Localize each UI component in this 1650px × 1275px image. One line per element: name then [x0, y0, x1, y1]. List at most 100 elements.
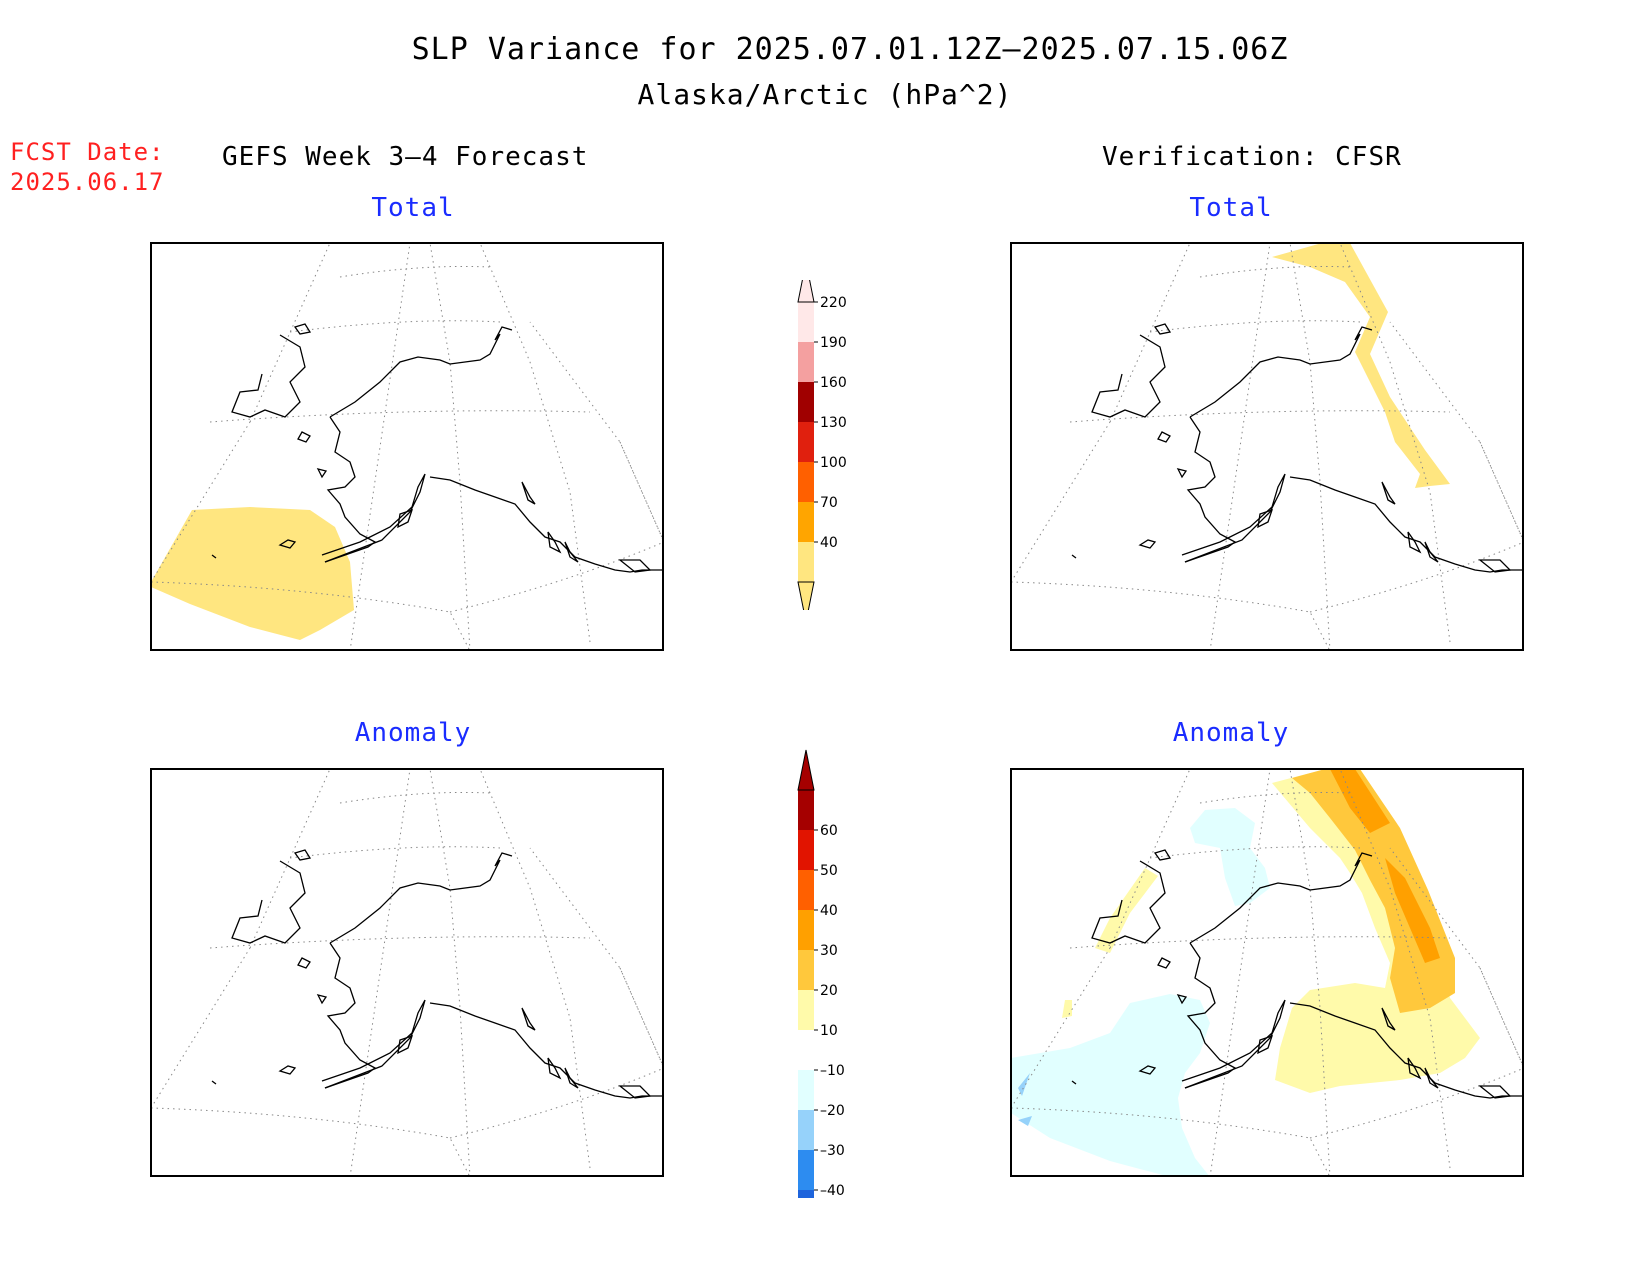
coastline-segment: [1184, 942, 1237, 1089]
colorbar-anomaly: –40 –30 –20 –10 10 20 30 40 50 60: [797, 749, 845, 1198]
colorbar-tick-label: 130: [820, 415, 847, 431]
map-panel-forecast-anomaly: [150, 768, 664, 1177]
colorbar-swatch: [798, 870, 814, 910]
graticule-line: [1479, 441, 1524, 543]
graticule-line: [1289, 242, 1331, 651]
coastline-segment: [1071, 554, 1077, 559]
coastline-segment: [231, 860, 306, 944]
anomaly-fill-neg-20-30: [1018, 1116, 1032, 1126]
graticule-line: [1309, 541, 1524, 613]
colorbar-swatch: [798, 1070, 814, 1110]
graticule-line: [1199, 265, 1351, 278]
anomaly-fill-neg-10-20: [1011, 994, 1210, 1177]
coastline-segment: [324, 942, 377, 1089]
lat-lon-grid: [1010, 768, 1524, 1177]
coastline-segment: [329, 326, 513, 418]
colorbar-swatch: [798, 422, 814, 462]
graticule-line: [349, 242, 411, 651]
coastline-segment: [1138, 1065, 1157, 1075]
colorbar-swatch: [798, 1190, 814, 1198]
coastline-segment: [1381, 481, 1396, 505]
coastline: [211, 849, 664, 1099]
graticule-line: [1479, 967, 1524, 1069]
coastline-segment: [1257, 1034, 1274, 1055]
coastline-segment: [564, 541, 579, 563]
coastline-segment: [547, 1057, 562, 1080]
anomaly-fill-pos-10-20: [1095, 868, 1158, 953]
colorbar-arrow-top: [797, 749, 815, 791]
coastline-segment: [564, 1067, 579, 1089]
colorbar-total: 40 70 100 130 160 190 220: [797, 280, 847, 610]
panel-frame: [150, 768, 664, 1177]
graticule-line: [1199, 791, 1351, 804]
graticule-line: [1010, 421, 1111, 583]
colorbar-swatch: [798, 462, 814, 502]
coastline-segment: [397, 508, 414, 529]
panel-title-forecast-total: Total: [371, 193, 455, 223]
graticule-line: [429, 242, 471, 651]
colorbar-tick-label: 160: [820, 375, 847, 391]
coastline-segment: [1181, 473, 1286, 563]
panel-title-forecast-anomaly: Anomaly: [354, 718, 472, 748]
colorbar-tick-label: 220: [820, 295, 847, 311]
coastline-segment: [1189, 326, 1373, 418]
coastline-segment: [397, 1034, 414, 1055]
colorbar-tick-label: 70: [820, 495, 838, 511]
coastline-segment: [1424, 1067, 1439, 1089]
coastline-segment: [1153, 323, 1172, 335]
graticule-line: [429, 768, 471, 1177]
graticule-line: [209, 410, 591, 423]
anomaly-fill-pos-30-40: [1330, 769, 1390, 833]
coastline-segment: [329, 852, 513, 944]
colorbar-swatch: [798, 542, 814, 582]
colorbar-swatch: [798, 302, 814, 342]
coastline-segment: [1157, 431, 1171, 443]
coastline-segment: [1091, 860, 1166, 944]
anomaly-fill-pos-30-40: [1385, 858, 1440, 963]
colorbar-swatch: [798, 790, 814, 830]
coastline-segment: [1381, 1007, 1396, 1031]
colorbar-tick-label: 30: [820, 943, 838, 959]
coastline-segment: [521, 481, 536, 505]
coastline-segment: [231, 334, 306, 418]
coastline-segment: [316, 994, 328, 1005]
colorbar-tick-label: 10: [820, 1023, 838, 1039]
panel-title-verification-anomaly: Anomaly: [1172, 718, 1290, 748]
coastline-segment: [1257, 508, 1274, 529]
graticule-line: [339, 265, 491, 278]
graticule-line: [529, 321, 664, 543]
shading-layer: [1272, 243, 1450, 488]
colorbar-tick-label: –10: [820, 1063, 845, 1079]
colorbar-tick-label: 190: [820, 335, 847, 351]
lat-lon-grid: [150, 242, 664, 651]
coastline-segment: [297, 957, 311, 969]
graticule-line: [150, 1107, 471, 1177]
coastline-segment: [618, 559, 652, 573]
coastline-segment: [1407, 1057, 1422, 1080]
panel-frame: [150, 242, 664, 651]
colorbar-swatch: [798, 342, 814, 382]
anomaly-fill-neg-20-30: [1018, 1073, 1030, 1096]
coastline-segment: [1478, 1085, 1512, 1099]
coastline-segment: [321, 473, 426, 563]
graticule-line: [529, 847, 664, 1069]
colorbar-swatch: [798, 830, 814, 870]
graticule-line: [1010, 947, 1111, 1109]
colorbar-swatch: [798, 382, 814, 422]
map-panel-verification-anomaly: [1010, 768, 1524, 1177]
colorbar-tick-label: 20: [820, 983, 838, 999]
graticule-line: [249, 242, 331, 423]
colorbar-tick-label: 40: [820, 903, 838, 919]
colorbar-tick-label: 40: [820, 535, 838, 551]
coastline: [1071, 323, 1524, 573]
coastline: [1071, 849, 1524, 1099]
coastline-segment: [1184, 416, 1237, 563]
colorbar-tick-label: –40: [820, 1183, 845, 1198]
anomaly-fill-pos-10-20: [1062, 1000, 1072, 1018]
graticule-line: [1010, 581, 1331, 651]
chart-subtitle: Alaska/Arctic (hPa^2): [637, 78, 1013, 111]
variance-fill-40-70: [1272, 243, 1450, 488]
graticule-line: [449, 541, 664, 613]
anomaly-fill-neg-10-20: [1190, 808, 1270, 906]
graticule-line: [1389, 847, 1524, 1069]
